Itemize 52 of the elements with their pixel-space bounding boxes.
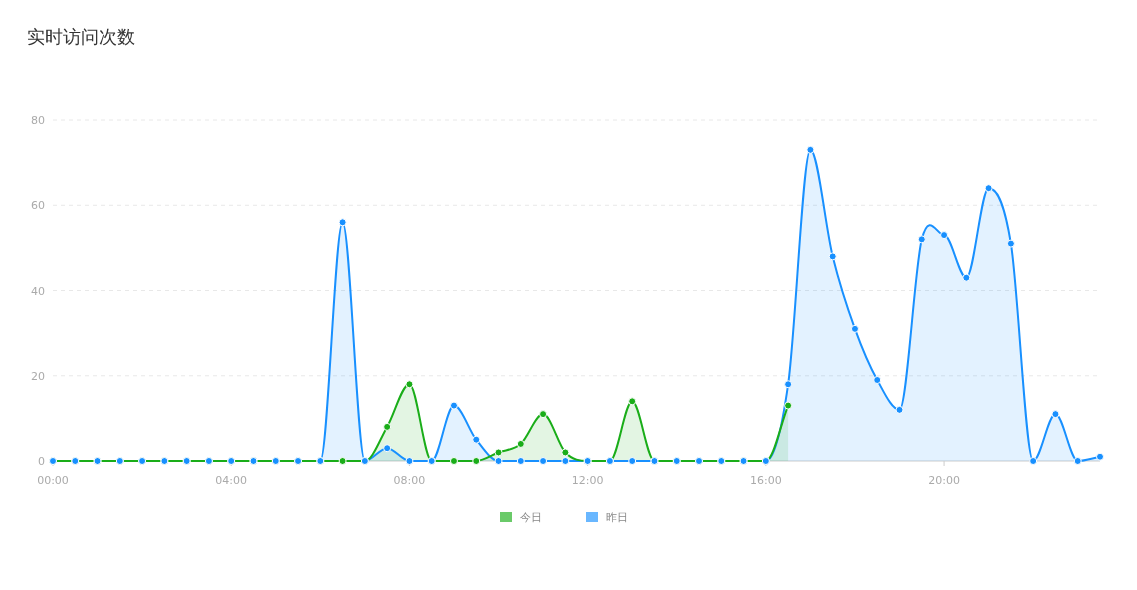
point [984,184,993,193]
point [940,231,949,240]
y-tick-label: 0 [38,455,45,468]
point [850,324,859,333]
point [383,422,392,431]
point [784,380,793,389]
point [338,457,347,465]
point [806,145,815,154]
point [962,273,971,282]
x-tick-label: 04:00 [215,474,248,487]
point [405,380,414,389]
point [449,401,458,410]
point [516,439,525,448]
x-tick-label: 00:00 [37,474,69,487]
point [338,218,347,227]
point [494,448,503,457]
point [472,435,481,444]
y-tick-label: 60 [31,199,45,213]
legend-item: 今日 [500,511,542,524]
x-tick-label: 16:00 [750,474,782,487]
point [561,448,570,457]
y-tick-label: 20 [31,369,45,383]
y-tick-label: 40 [31,284,45,298]
point [472,457,481,465]
legend-label: 今日 [520,511,542,524]
point [628,397,637,406]
point [1029,457,1038,465]
legend-label: 昨日 [606,511,628,524]
point [539,457,548,465]
point [828,252,837,261]
point [895,405,904,414]
point [917,235,926,244]
point [1096,452,1104,461]
point [383,444,392,453]
point [1051,410,1060,419]
point [628,457,637,465]
point [1073,457,1082,465]
point [784,401,793,410]
point [516,457,525,465]
point [1006,239,1015,248]
legend-item: 昨日 [586,511,628,524]
point [405,457,414,465]
x-tick-label: 12:00 [571,474,604,487]
point [873,376,882,385]
point [539,410,548,419]
point [449,457,458,465]
point [494,457,503,465]
x-tick-label: 08:00 [393,474,426,487]
y-tick-label: 80 [31,114,45,127]
point [561,457,570,465]
chart-title: 实时访问次数 [27,26,135,47]
x-tick-label: 20:00 [928,474,960,487]
